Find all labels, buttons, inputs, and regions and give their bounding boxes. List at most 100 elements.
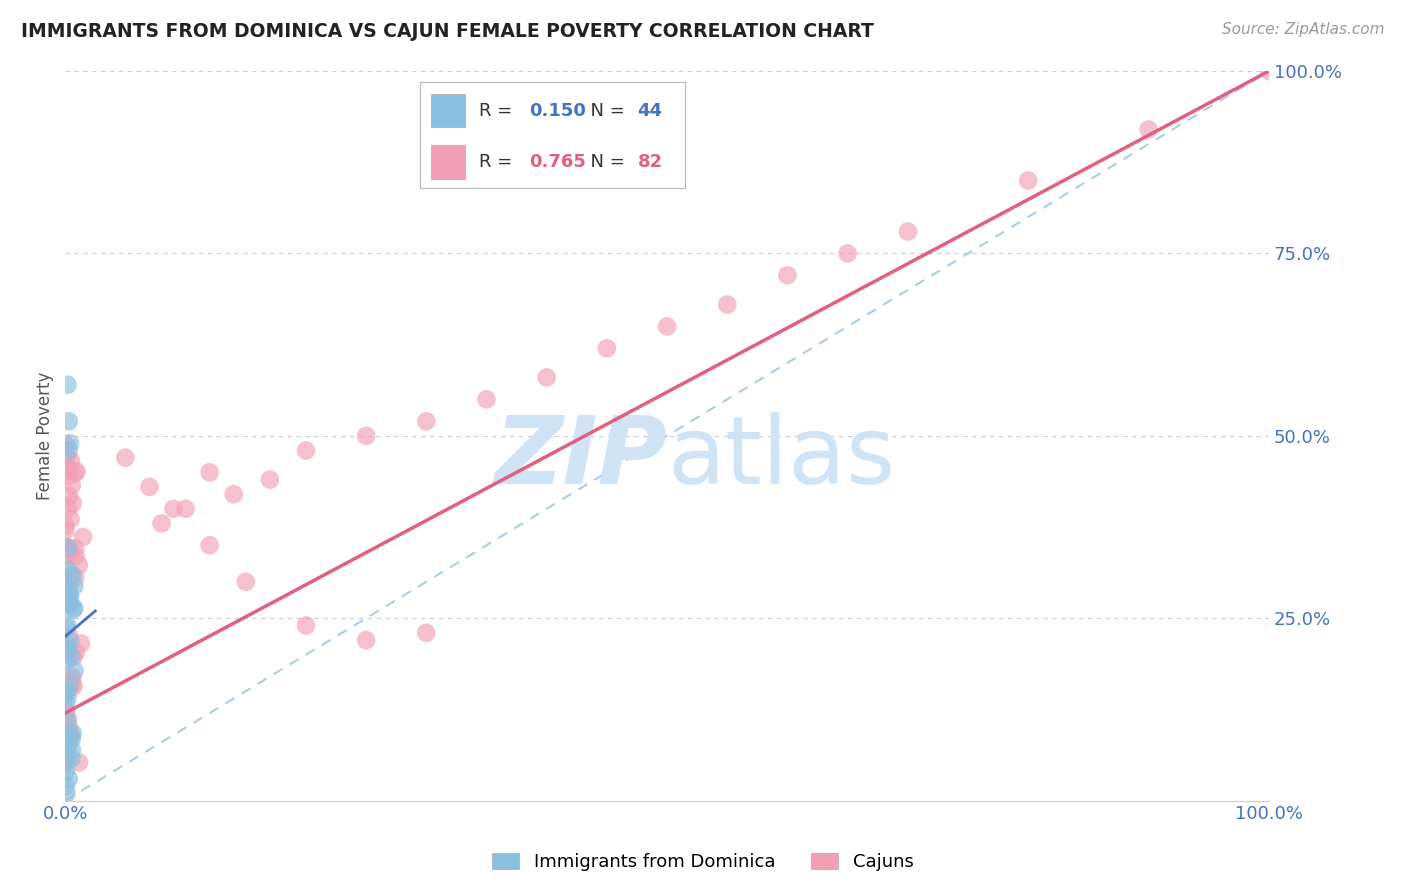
Point — [56, 714, 79, 728]
Point — [58, 726, 80, 740]
Point — [174, 501, 197, 516]
Point — [56, 450, 79, 464]
Point — [55, 438, 77, 452]
Point — [475, 392, 498, 407]
Point — [65, 464, 87, 478]
Point — [55, 696, 77, 710]
Point — [55, 524, 77, 538]
Point — [56, 541, 79, 556]
Point — [776, 268, 799, 283]
Point — [62, 650, 84, 665]
Point — [59, 436, 82, 450]
Text: Source: ZipAtlas.com: Source: ZipAtlas.com — [1222, 22, 1385, 37]
Point — [55, 549, 77, 564]
Point — [55, 684, 77, 698]
Point — [62, 496, 84, 510]
Point — [415, 625, 437, 640]
Point — [56, 462, 79, 476]
Text: IMMIGRANTS FROM DOMINICA VS CAJUN FEMALE POVERTY CORRELATION CHART: IMMIGRANTS FROM DOMINICA VS CAJUN FEMALE… — [21, 22, 875, 41]
Point — [65, 541, 87, 556]
Point — [415, 414, 437, 428]
Point — [60, 567, 83, 582]
Point — [65, 645, 87, 659]
Point — [55, 704, 77, 718]
Point — [58, 469, 80, 483]
Point — [55, 764, 77, 779]
Point — [55, 642, 77, 657]
Point — [56, 617, 79, 632]
Point — [59, 730, 82, 744]
Point — [56, 642, 79, 657]
Point — [60, 478, 83, 492]
Point — [150, 516, 173, 531]
Point — [60, 751, 83, 765]
Point — [59, 588, 82, 602]
Point — [56, 723, 79, 738]
Point — [114, 450, 136, 465]
Point — [55, 733, 77, 747]
Point — [58, 772, 80, 786]
Point — [58, 501, 80, 516]
Point — [56, 689, 79, 703]
Point — [55, 704, 77, 718]
Point — [55, 583, 77, 598]
Point — [897, 225, 920, 239]
Point — [58, 443, 80, 458]
Point — [162, 501, 184, 516]
Point — [536, 370, 558, 384]
Point — [56, 462, 79, 476]
Text: atlas: atlas — [666, 412, 896, 504]
Point — [56, 563, 79, 577]
Point — [198, 466, 221, 480]
Point — [53, 518, 76, 533]
Point — [56, 588, 79, 602]
Point — [55, 779, 77, 793]
Point — [56, 683, 79, 698]
Point — [58, 588, 80, 602]
Point — [62, 679, 84, 693]
Point — [58, 677, 80, 691]
Point — [55, 621, 77, 635]
Point — [55, 786, 77, 800]
Point — [59, 598, 82, 612]
Point — [56, 598, 79, 612]
Point — [59, 512, 82, 526]
Point — [65, 466, 87, 480]
Point — [138, 480, 160, 494]
Point — [63, 664, 86, 678]
Point — [55, 639, 77, 653]
Point — [60, 670, 83, 684]
Point — [53, 591, 76, 605]
Point — [72, 530, 94, 544]
Point — [55, 740, 77, 755]
Legend: Immigrants from Dominica, Cajuns: Immigrants from Dominica, Cajuns — [485, 846, 921, 879]
Point — [222, 487, 245, 501]
Point — [198, 538, 221, 552]
Point — [58, 574, 80, 589]
Point — [60, 678, 83, 692]
Point — [596, 341, 619, 355]
Point — [65, 570, 87, 584]
Point — [55, 756, 77, 770]
Point — [60, 673, 83, 687]
Point — [56, 740, 79, 755]
Point — [58, 679, 80, 693]
Point — [55, 577, 77, 591]
Point — [837, 246, 859, 260]
Text: ZIP: ZIP — [494, 412, 666, 504]
Point — [63, 601, 86, 615]
Point — [295, 443, 318, 458]
Point — [56, 462, 79, 476]
Point — [56, 541, 79, 555]
Point — [67, 558, 90, 572]
Point — [259, 473, 281, 487]
Point — [1017, 173, 1039, 187]
Point — [58, 414, 80, 428]
Point — [58, 628, 80, 642]
Point — [63, 579, 86, 593]
Point — [56, 712, 79, 726]
Point — [235, 574, 257, 589]
Point — [56, 646, 79, 660]
Point — [295, 618, 318, 632]
Point — [67, 756, 90, 770]
